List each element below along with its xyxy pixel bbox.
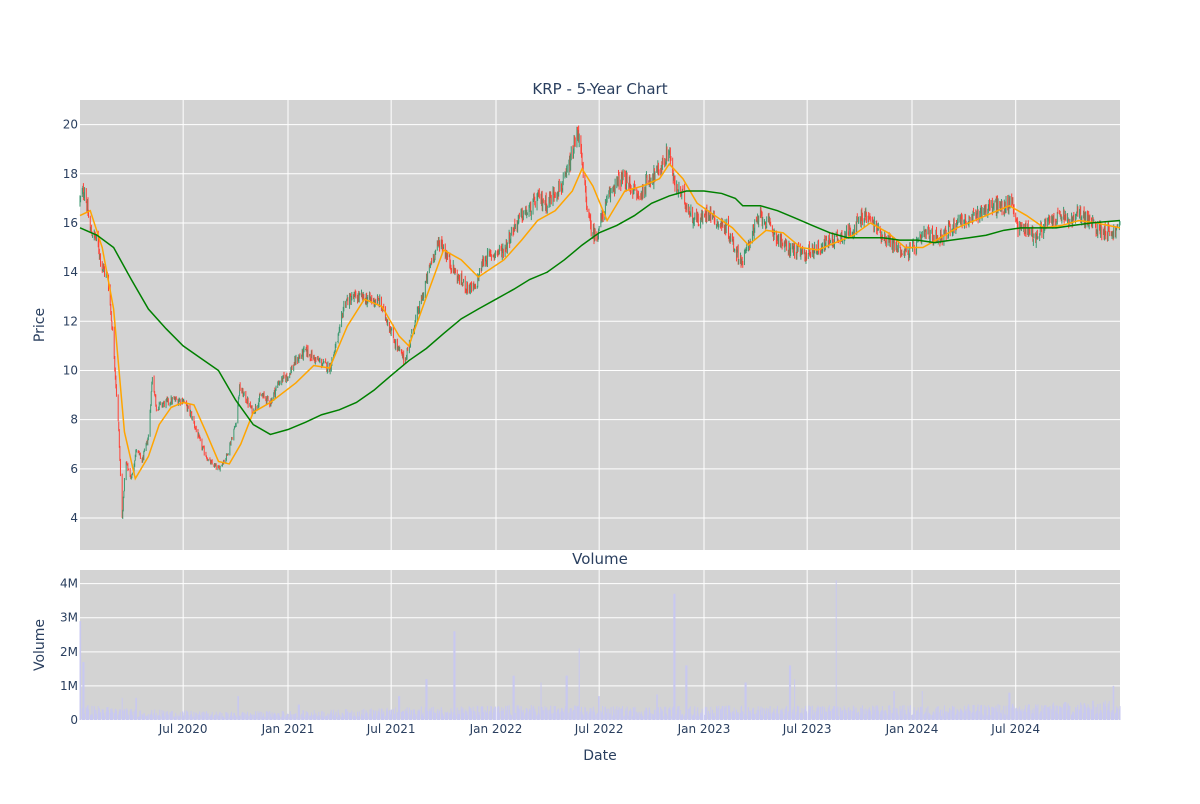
- x-tick-label: Jul 2022: [574, 722, 624, 736]
- x-tick-label: Jul 2023: [782, 722, 832, 736]
- volume-y-tick-label: 2M: [60, 645, 78, 659]
- volume-y-tick-labels: 0 1M 2M 3M 4M: [60, 577, 78, 727]
- price-y-tick-label: 16: [63, 216, 78, 230]
- price-y-tick-label: 6: [70, 462, 78, 476]
- price-plot-background: [80, 100, 1120, 550]
- moving-average-long-line[interactable]: [79, 190, 1121, 436]
- volume-y-tick-label: 3M: [60, 611, 78, 625]
- volume-bars[interactable]: [79, 580, 1121, 720]
- price-y-tick-label: 14: [63, 265, 78, 279]
- price-y-tick-label: 20: [63, 118, 78, 132]
- x-tick-label: Jan 2022: [469, 722, 523, 736]
- volume-plot-background: [80, 570, 1120, 720]
- volume-y-tick-label: 4M: [60, 577, 78, 591]
- x-tick-label: Jul 2020: [158, 722, 208, 736]
- x-tick-labels: Jul 2020 Jan 2021 Jul 2021 Jan 2022 Jul 2022…: [158, 722, 1040, 736]
- price-y-tick-label: 18: [63, 167, 78, 181]
- price-y-tick-label: 12: [63, 314, 78, 328]
- volume-y-tick-label: 0: [70, 713, 78, 727]
- chart-title: KRP - 5-Year Chart: [532, 80, 667, 98]
- moving-average-short-line[interactable]: [79, 162, 1121, 481]
- price-y-tick-label: 8: [70, 413, 78, 427]
- volume-y-tick-label: 1M: [60, 679, 78, 693]
- x-tick-label: Jan 2023: [677, 722, 731, 736]
- x-tick-label: Jan 2021: [261, 722, 315, 736]
- volume-subplot-title: Volume: [572, 550, 628, 568]
- price-grid: [80, 100, 1120, 550]
- price-y-tick-label: 4: [70, 511, 78, 525]
- x-axis-title: Date: [583, 748, 616, 764]
- x-tick-label: Jul 2021: [366, 722, 416, 736]
- price-y-tick-labels: 4 6 8 10 12 14 16 18 20: [63, 118, 78, 525]
- x-tick-label: Jul 2024: [990, 722, 1040, 736]
- price-axis-title: Price: [32, 308, 48, 342]
- x-tick-label: Jan 2024: [885, 722, 939, 736]
- price-y-tick-label: 10: [63, 363, 78, 377]
- volume-axis-title: Volume: [32, 619, 48, 671]
